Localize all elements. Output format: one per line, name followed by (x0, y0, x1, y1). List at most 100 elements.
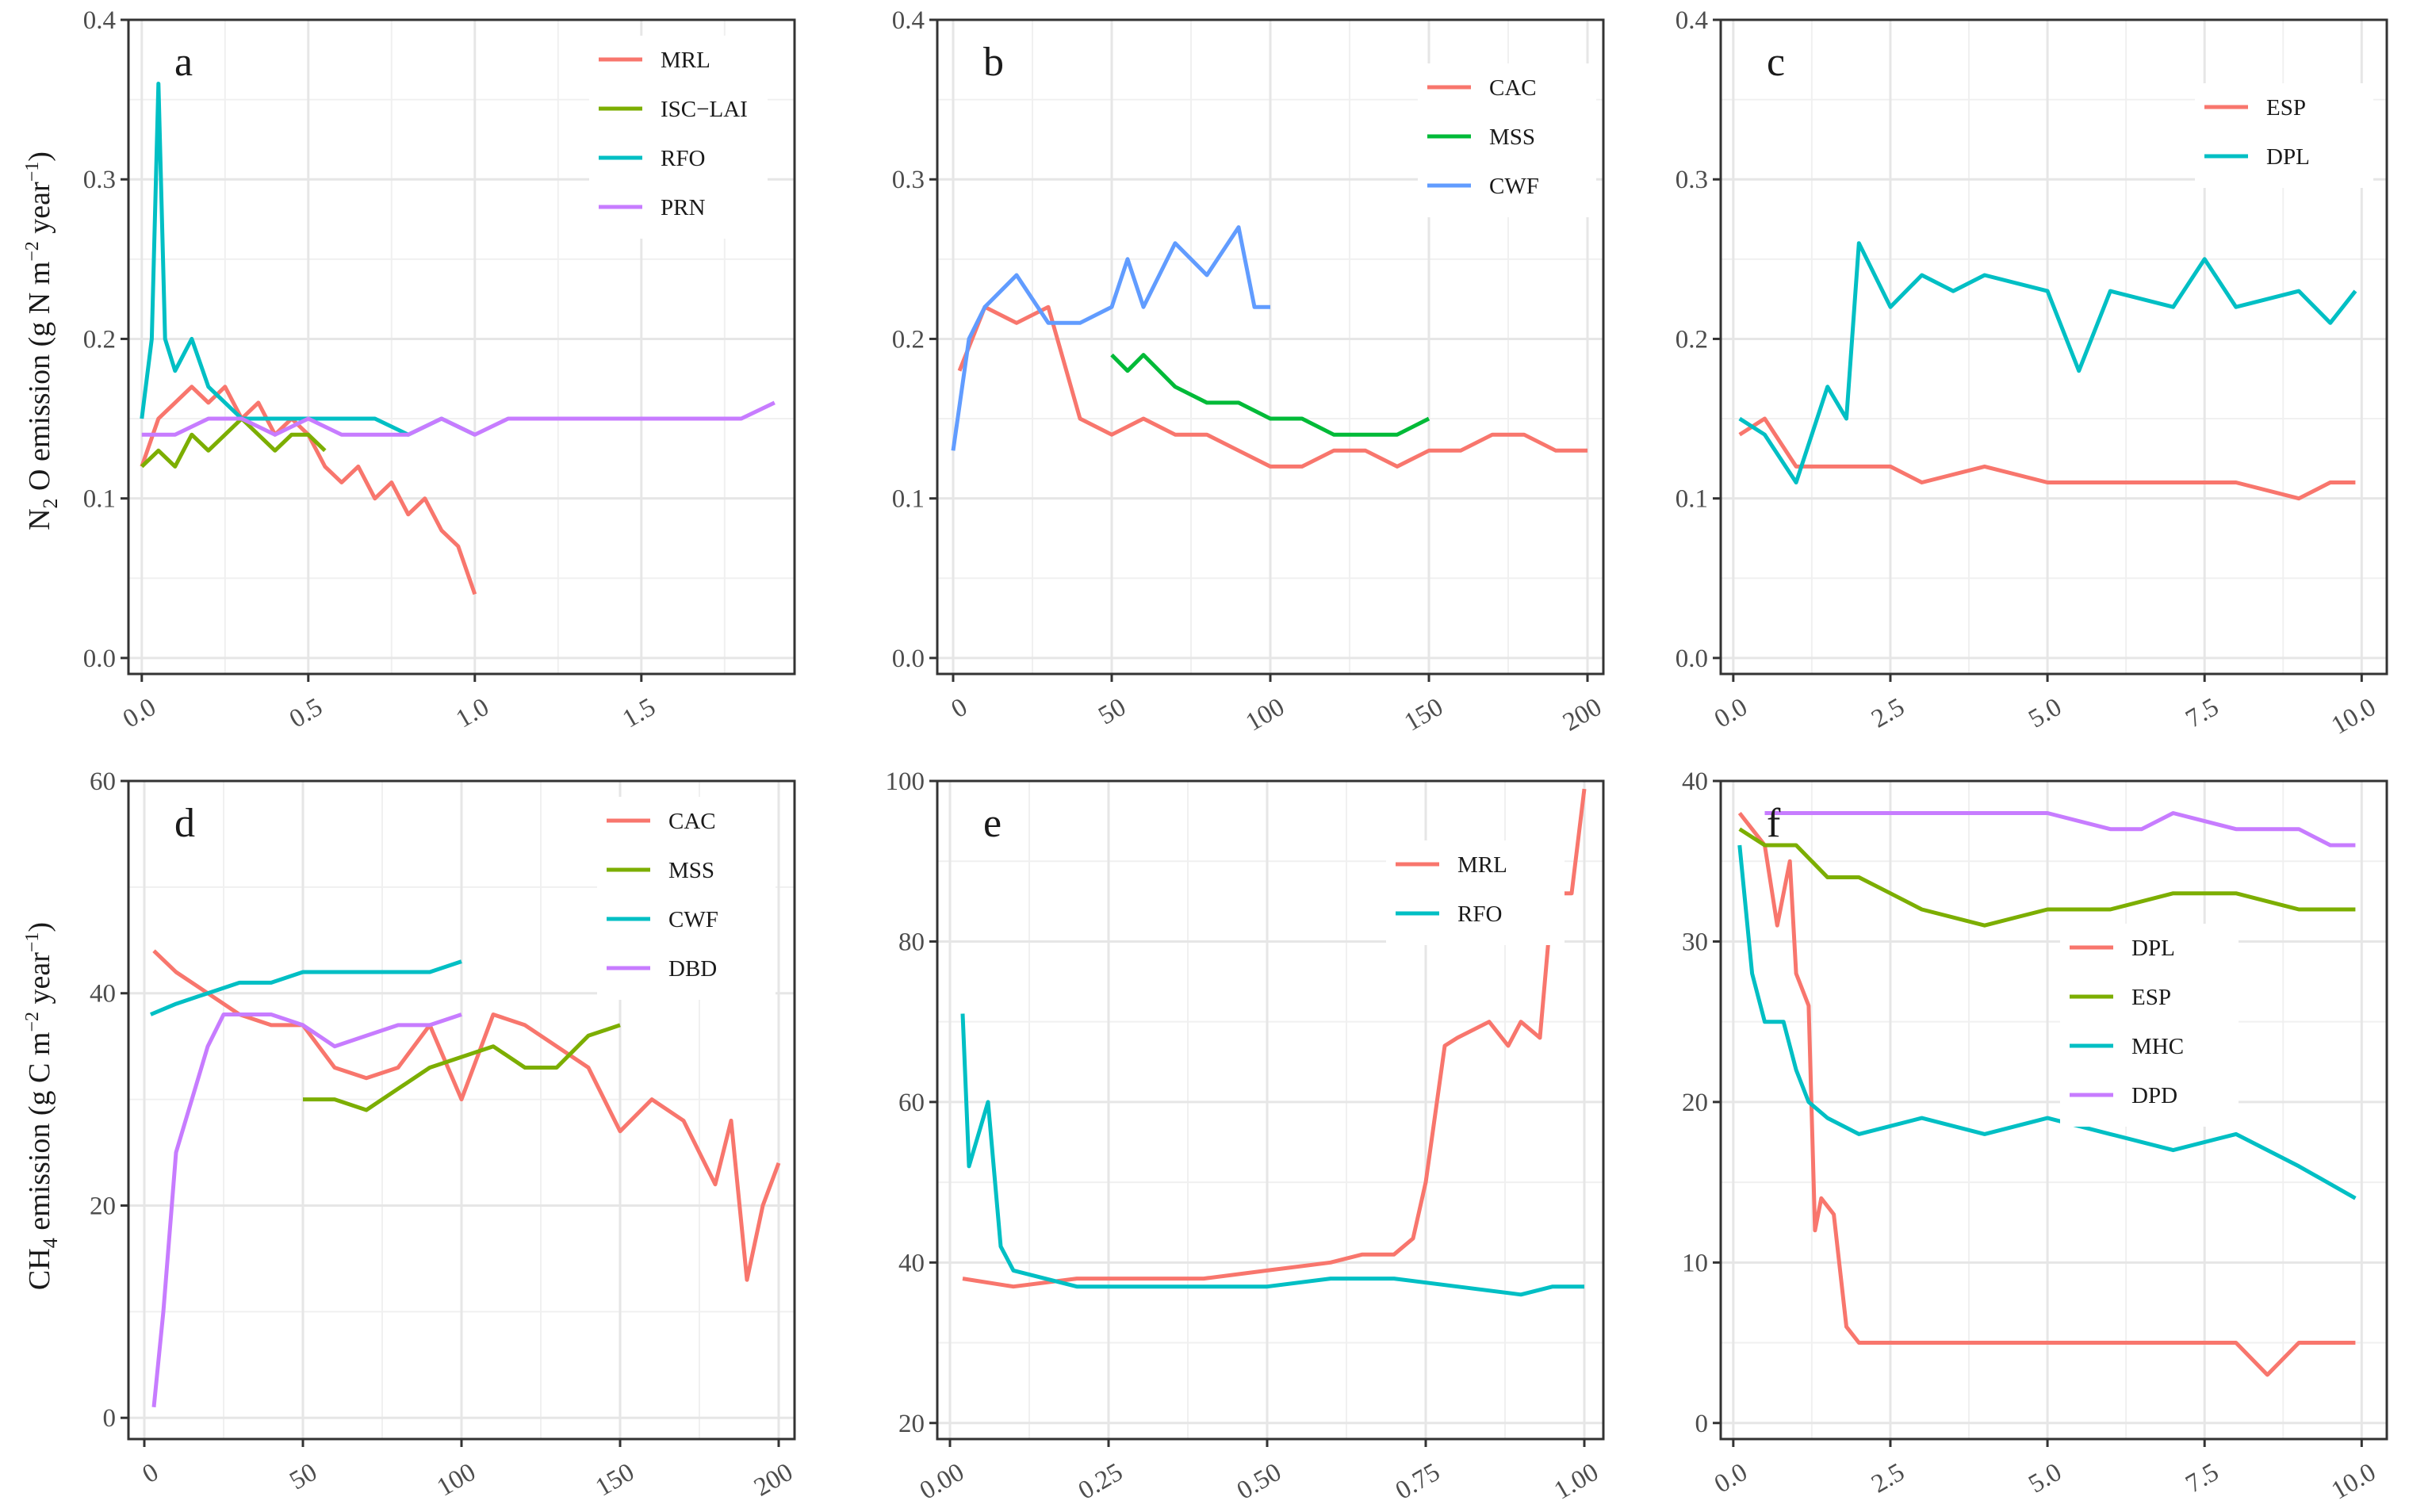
series-line-cwf (951, 225, 1270, 451)
legend-label: MRL (661, 48, 710, 73)
x-tick-label: 1.0 (451, 693, 494, 734)
y-tick-label: 0.2 (83, 325, 116, 354)
y-tick-label: 40 (1682, 767, 1708, 796)
y-tick-label: 20 (90, 1192, 116, 1220)
legend-label: DPL (2131, 936, 2175, 961)
panel-letter: f (1767, 801, 1781, 846)
panel-b: 0 50 100 150 200 0.0 0.1 0.2 0.3 0.4 b CAC MSS CWF (892, 6, 1607, 737)
x-tick-label: 1.5 (618, 693, 661, 734)
legend-label: MHC (2131, 1034, 2184, 1059)
series-line-dpl (1737, 811, 2356, 1377)
x-tick-label: 0.50 (1232, 1458, 1286, 1506)
x-tick-label: 50 (1093, 693, 1131, 731)
x-tick-label: 0.75 (1391, 1458, 1445, 1506)
series-line-isc-lai (140, 416, 327, 469)
y-tick-label: 20 (1682, 1089, 1708, 1117)
panel-letter: d (174, 801, 195, 846)
legend-label: CAC (668, 809, 716, 834)
legend-background (597, 797, 776, 1000)
panel-letter: c (1767, 40, 1785, 85)
series-line-rfo (960, 1013, 1584, 1297)
legend-label: DPL (2266, 144, 2310, 170)
y-tick-label: 0.4 (1676, 6, 1708, 35)
y-tick-label: 0.1 (1676, 485, 1708, 514)
x-tick-label: 10.0 (2327, 1458, 2380, 1506)
panel-border (936, 18, 1605, 676)
legend-label: MSS (668, 858, 714, 883)
legend-label: ESP (2131, 985, 2171, 1010)
legend-background (2060, 924, 2239, 1127)
y-tick-label: 0.0 (83, 645, 116, 673)
y-tick-label: 10 (1682, 1249, 1708, 1277)
legend-background (1386, 840, 1565, 945)
series-line-rfo (140, 82, 476, 437)
series-line-mss (1110, 353, 1430, 437)
x-tick-label: 200 (1558, 693, 1607, 737)
panel-letter: a (174, 40, 193, 85)
panel-border (936, 779, 1605, 1441)
series-line-mss (303, 1023, 621, 1112)
panel-letter: b (983, 40, 1004, 85)
y-tick-label: 0.0 (1676, 645, 1708, 673)
x-tick-label: 0.0 (1710, 1458, 1752, 1499)
y-tick-label: 100 (886, 767, 925, 796)
y-tick-label: 20 (898, 1410, 925, 1438)
panel-border (127, 18, 796, 676)
y-tick-label: 60 (90, 767, 116, 796)
panel-a: 0.0 0.5 1.0 1.5 0.0 0.1 0.2 0.3 0.4 a MRL ISC−LAI RF… (83, 6, 796, 734)
x-tick-label: 10.0 (2327, 693, 2380, 741)
x-tick-label: 0.5 (285, 693, 327, 734)
panel-f: 0.0 2.5 5.0 7.5 10.0 0 10 20 30 40 f DPL ESP MHC DPD (1682, 767, 2388, 1506)
y-tick-label: 40 (90, 980, 116, 1009)
legend-label: ISC−LAI (661, 97, 748, 122)
y-tick-label: 0.4 (892, 6, 925, 35)
x-tick-label: 200 (749, 1458, 798, 1502)
legend: DPL ESP MHC DPD (2060, 924, 2239, 1127)
y-tick-label: 0 (103, 1404, 117, 1433)
x-tick-label: 5.0 (2024, 693, 2066, 734)
y-axis-label-ch4: CH4 emission (g C m−2 year−1) (22, 922, 62, 1290)
x-tick-label: 0 (947, 693, 972, 724)
x-tick-label: 100 (432, 1458, 481, 1502)
y-tick-label: 0.3 (83, 166, 116, 194)
y-tick-label: 30 (1682, 928, 1708, 956)
series-line-cac (957, 304, 1587, 469)
y-tick-label: 0.3 (1676, 166, 1708, 194)
y-tick-label: 80 (898, 928, 925, 956)
x-tick-label: 100 (1241, 693, 1289, 737)
series-line-mrl (962, 788, 1587, 1289)
series-line-dpl (1738, 241, 2357, 484)
series-line-prn (141, 400, 776, 437)
legend-label: CWF (668, 907, 718, 932)
y-tick-label: 0 (1695, 1410, 1709, 1438)
legend: MRL ISC−LAI RFO PRN (589, 36, 768, 239)
x-tick-label: 2.5 (1867, 693, 1909, 734)
y-tick-label: 40 (898, 1249, 925, 1277)
legend-label: CWF (1489, 174, 1539, 199)
legend-background (589, 36, 768, 239)
x-tick-label: 0.00 (915, 1458, 969, 1506)
legend: ESP DPL (2195, 83, 2373, 188)
panel-border (127, 779, 796, 1441)
x-tick-label: 150 (1400, 693, 1448, 737)
y-tick-label: 0.0 (892, 645, 925, 673)
panel-border (1719, 779, 2388, 1441)
y-tick-label: 60 (898, 1089, 925, 1117)
legend-background (2195, 83, 2373, 188)
legend-label: ESP (2266, 95, 2306, 121)
y-tick-label: 0.4 (83, 6, 116, 35)
y-tick-label: 0.1 (892, 485, 925, 514)
panel-c: 0.0 2.5 5.0 7.5 10.0 0.0 0.1 0.2 0.3 0.4 c ESP DPL (1676, 6, 2388, 741)
series-line-cwf (150, 959, 462, 1016)
y-tick-label: 0.2 (892, 325, 925, 354)
series-line-esp (1738, 416, 2356, 501)
legend: MRL RFO (1386, 840, 1565, 945)
y-tick-label: 0.2 (1676, 325, 1708, 354)
y-axis-label-n2o: N2 O emission (g N m−2 year−1) (22, 151, 62, 530)
x-tick-label: 0.25 (1074, 1458, 1128, 1506)
series-line-esp (1738, 827, 2356, 928)
panel-e: 0.00 0.25 0.50 0.75 1.00 20 40 60 80 100 e MRL RFO (886, 767, 1605, 1506)
legend: CAC MSS CWF DBD (597, 797, 776, 1000)
legend-label: PRN (661, 195, 705, 220)
